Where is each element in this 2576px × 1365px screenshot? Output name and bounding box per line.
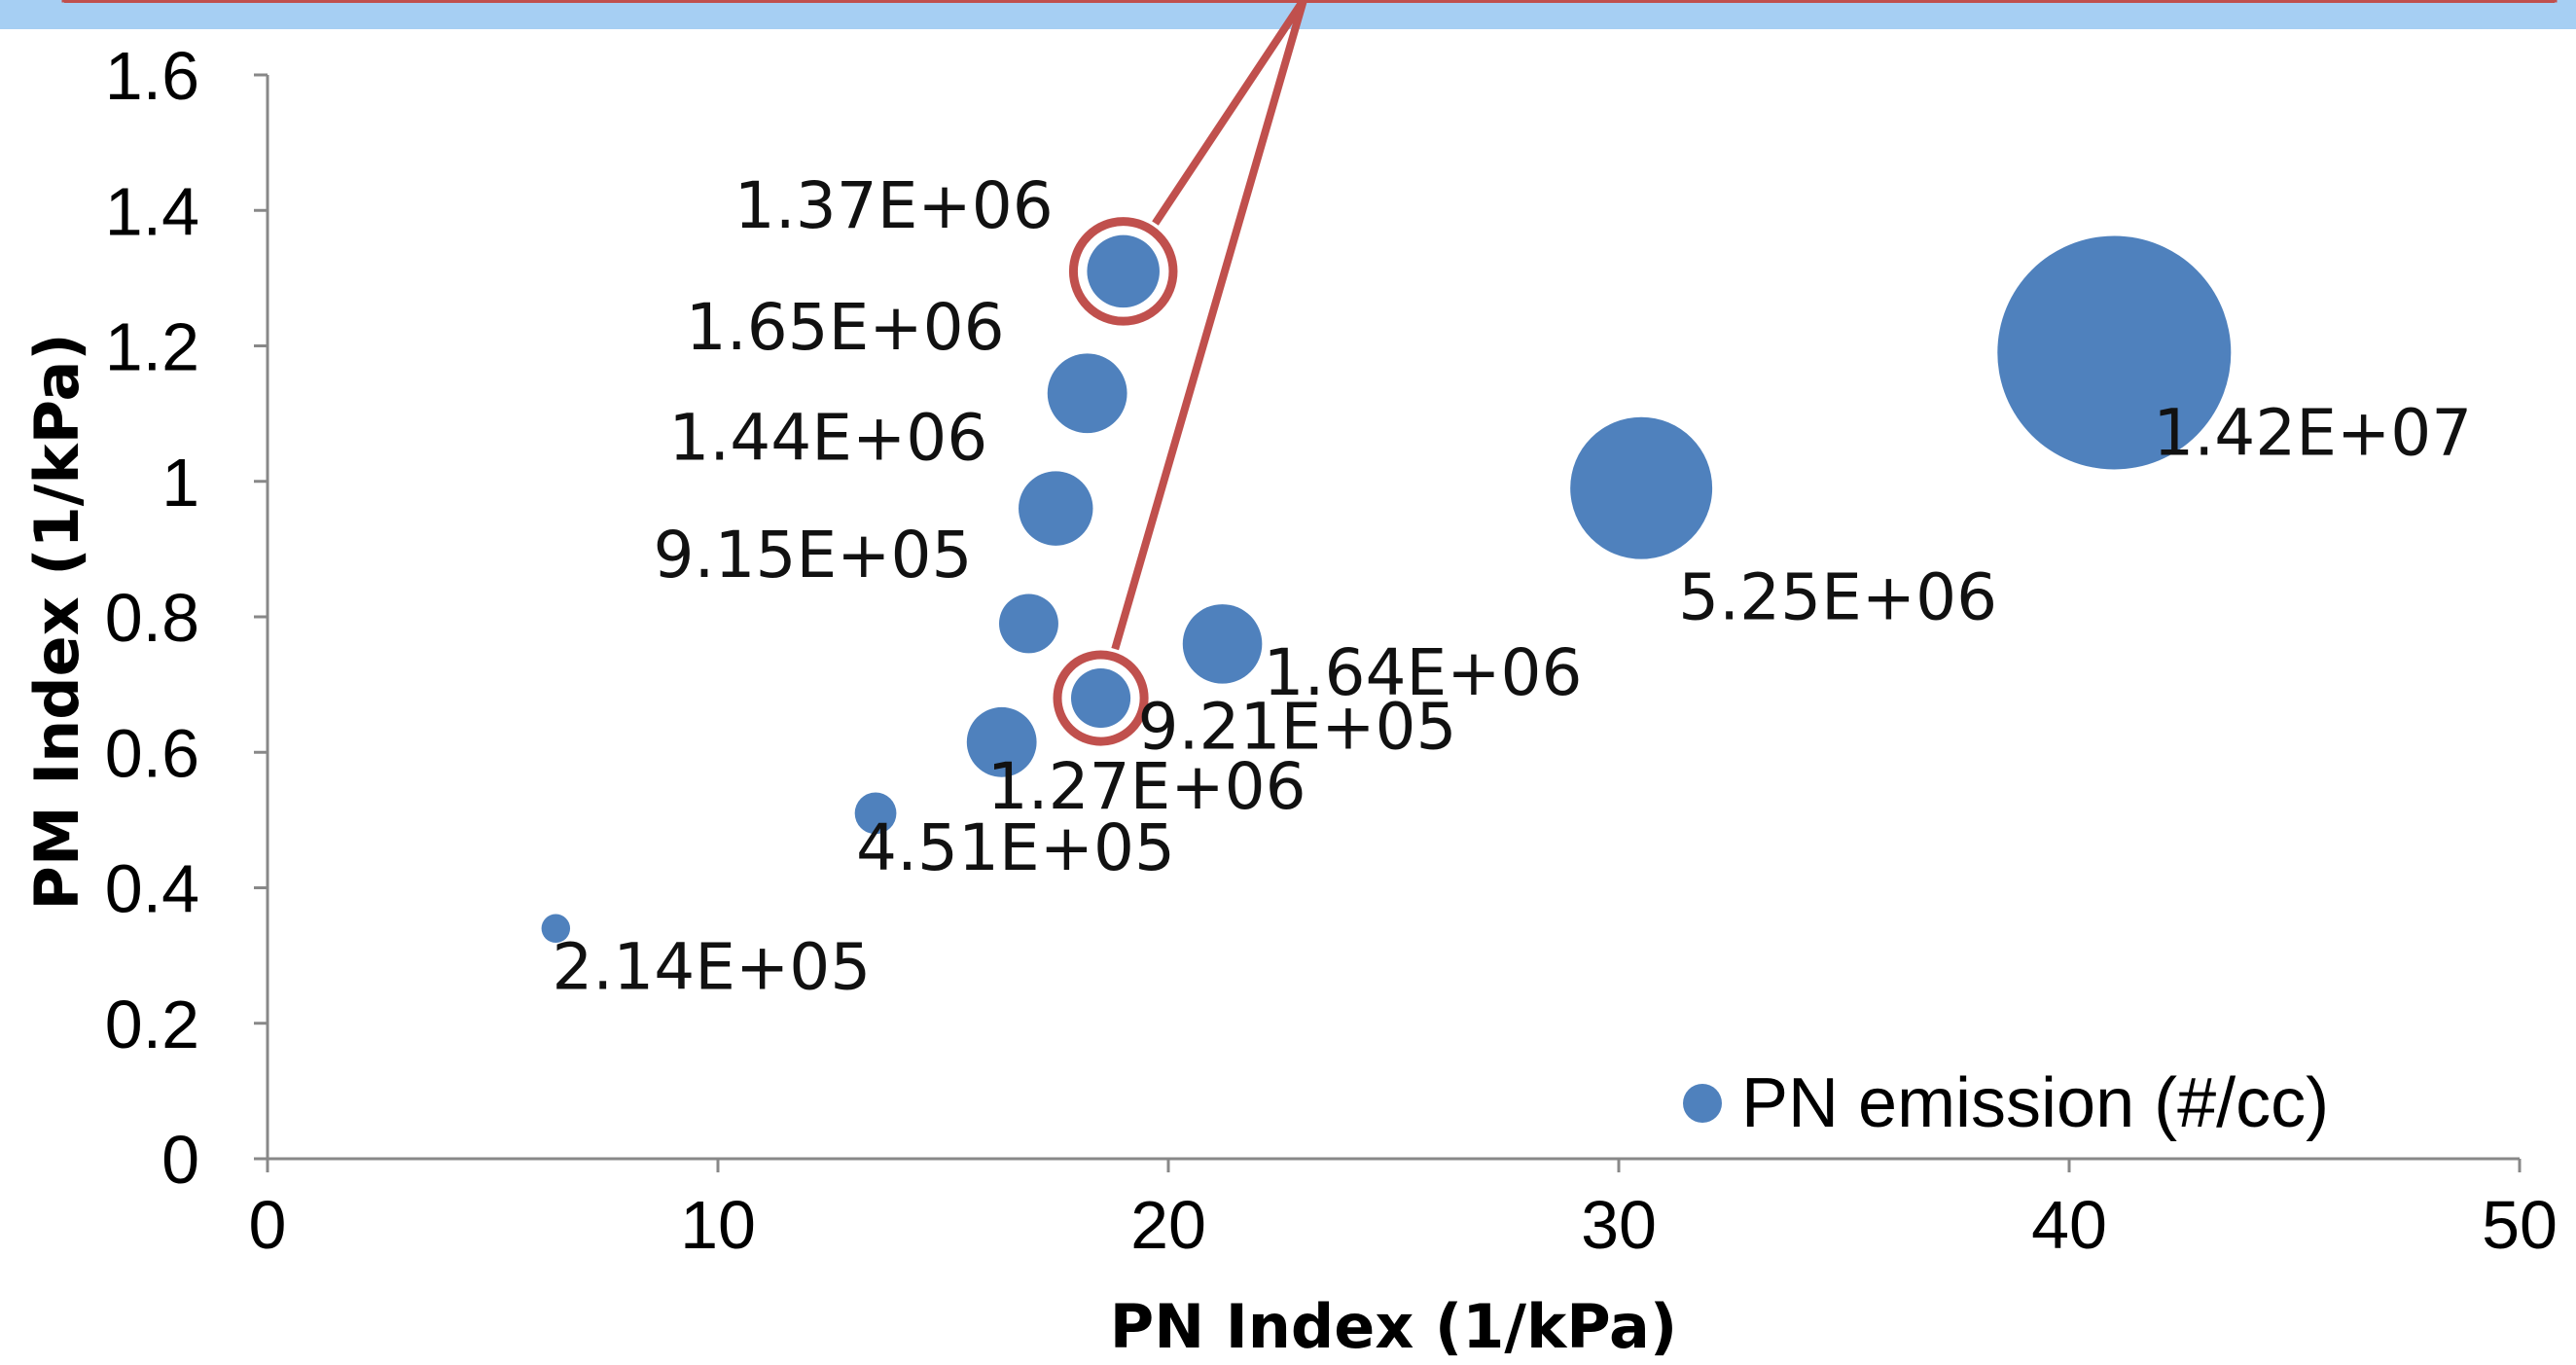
data-point-bubble <box>1019 471 1093 546</box>
callout-line <box>1152 0 1307 226</box>
y-tick-label: 1.2 <box>105 309 199 385</box>
data-label: 1.37E+06 <box>734 168 1054 243</box>
highlight-ring <box>1068 217 1178 326</box>
y-tick-label: 1 <box>161 445 199 521</box>
data-point-bubble <box>1570 416 1713 559</box>
data-label: 1.42E+07 <box>2153 395 2472 470</box>
data-labels: 2.14E+05 4.51E+051.27E+069.21E+051.64E+06… <box>552 168 2472 1004</box>
data-point-bubble <box>1047 353 1127 434</box>
data-label: 9.21E+05 <box>1138 690 1457 765</box>
y-tick-label: 0.2 <box>105 987 199 1062</box>
x-tick-label: 50 <box>2482 1187 2558 1263</box>
data-point-bubble <box>1070 667 1131 729</box>
x-tick-label: 0 <box>249 1187 287 1263</box>
data-label: 4.51E+05 <box>856 810 1175 885</box>
x-tick-label: 10 <box>680 1187 756 1263</box>
y-tick-label: 0 <box>161 1122 199 1198</box>
data-label: 2.14E+05 <box>552 929 871 1004</box>
y-axis-title: PM Index (1/kPa) <box>21 333 92 910</box>
data-point-bubble <box>1997 235 2232 470</box>
y-tick-label: 1.4 <box>105 173 199 249</box>
x-tick-label: 20 <box>1130 1187 1206 1263</box>
legend: PN emission (#/cc) <box>1683 1064 2329 1142</box>
x-tick-label: 40 <box>2031 1187 2107 1263</box>
legend-label: PN emission (#/cc) <box>1741 1064 2329 1142</box>
data-label: 1.27E+06 <box>987 749 1306 824</box>
x-axis-title: PN Index (1/kPa) <box>1110 1291 1677 1362</box>
x-tick-label: 30 <box>1581 1187 1657 1263</box>
legend-marker <box>1683 1084 1722 1123</box>
y-tick-label: 0.6 <box>105 715 199 791</box>
data-label: 5.25E+06 <box>1678 560 1997 635</box>
data-point-bubble <box>999 593 1058 654</box>
y-tick-label: 1.6 <box>105 38 199 114</box>
y-tick-label: 0.8 <box>105 580 199 656</box>
data-label: 9.15E+05 <box>654 518 973 593</box>
callout-line <box>1111 0 1307 651</box>
data-label: 1.44E+06 <box>668 401 987 476</box>
data-point-bubble <box>966 706 1037 777</box>
data-points <box>541 217 2232 944</box>
data-point-bubble <box>854 792 897 835</box>
callout-lines <box>1111 0 1307 651</box>
data-point-bubble <box>541 914 571 944</box>
axes: 0 10 20 30 40 50 0 0.2 0.4 0.6 0.8 1 1.2 1.4 1.6 PN Ind… <box>21 38 2558 1362</box>
highlight-ring <box>1053 650 1149 746</box>
y-tick-label: 0.4 <box>105 851 199 927</box>
data-point-bubble <box>1182 604 1263 684</box>
data-label: 1.64E+06 <box>1264 635 1583 710</box>
data-label: 1.65E+06 <box>686 290 1005 365</box>
data-point-bubble <box>1087 234 1160 308</box>
